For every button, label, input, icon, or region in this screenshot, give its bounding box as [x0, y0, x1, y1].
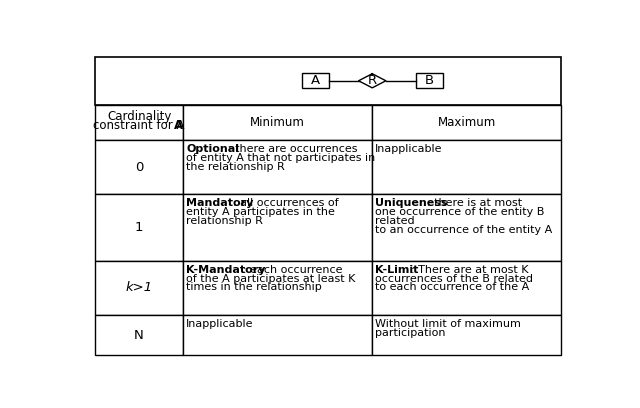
- Text: relationship R: relationship R: [186, 216, 263, 226]
- Bar: [183, 195, 372, 261]
- Bar: [183, 261, 372, 315]
- Bar: [183, 140, 372, 195]
- Bar: [95, 315, 183, 355]
- Text: : There are at most K: : There are at most K: [412, 265, 529, 275]
- Bar: [301, 73, 329, 88]
- Text: B: B: [425, 74, 434, 87]
- Bar: [372, 140, 561, 195]
- Text: : there are occurrences: : there are occurrences: [228, 144, 357, 154]
- Text: to an occurrence of the entity A: to an occurrence of the entity A: [375, 224, 552, 235]
- Bar: [95, 105, 183, 140]
- Text: 0: 0: [135, 161, 143, 174]
- Text: Mandatory: Mandatory: [186, 198, 253, 208]
- Bar: [183, 105, 372, 140]
- Bar: [372, 105, 561, 140]
- Text: times in the relationship: times in the relationship: [186, 282, 322, 292]
- Bar: [372, 195, 561, 261]
- Text: Optional: Optional: [186, 144, 239, 154]
- Text: Without limit of maximum: Without limit of maximum: [375, 319, 521, 329]
- Text: N: N: [134, 329, 144, 341]
- Text: : each occurrence: : each occurrence: [243, 265, 342, 275]
- Bar: [95, 195, 183, 261]
- Text: 1: 1: [135, 221, 143, 234]
- Bar: [372, 261, 561, 315]
- Bar: [415, 73, 443, 88]
- Text: Cardinality: Cardinality: [107, 111, 172, 123]
- Text: : there is at most: : there is at most: [427, 198, 522, 208]
- Bar: [372, 315, 561, 355]
- Text: Inapplicable: Inapplicable: [375, 144, 443, 154]
- Text: : all occurrences of: : all occurrences of: [233, 198, 339, 208]
- Text: of entity A that not participates in: of entity A that not participates in: [186, 153, 376, 163]
- Text: K-Limit: K-Limit: [375, 265, 419, 275]
- Text: entity A participates in the: entity A participates in the: [186, 207, 335, 217]
- Text: R: R: [367, 74, 377, 87]
- Text: Uniqueness: Uniqueness: [375, 198, 448, 208]
- Text: related: related: [375, 216, 415, 226]
- Text: the relationship R: the relationship R: [186, 162, 285, 172]
- Bar: [95, 140, 183, 195]
- Text: occurrences of the B related: occurrences of the B related: [375, 273, 533, 284]
- Text: Inapplicable: Inapplicable: [186, 319, 254, 329]
- Bar: [95, 57, 561, 105]
- Text: A: A: [174, 119, 184, 132]
- Bar: [183, 315, 372, 355]
- Text: A: A: [310, 74, 320, 87]
- Text: one occurrence of the entity B: one occurrence of the entity B: [375, 207, 545, 217]
- Text: Maximum: Maximum: [438, 116, 496, 129]
- Text: K-Mandatory: K-Mandatory: [186, 265, 266, 275]
- Text: Minimum: Minimum: [250, 116, 305, 129]
- Bar: [95, 261, 183, 315]
- Text: constraint for A: constraint for A: [93, 119, 185, 132]
- Text: to each occurrence of the A: to each occurrence of the A: [375, 282, 529, 292]
- Text: k>1: k>1: [125, 282, 153, 295]
- Text: of the A participates at least K: of the A participates at least K: [186, 273, 356, 284]
- Text: participation: participation: [375, 328, 445, 338]
